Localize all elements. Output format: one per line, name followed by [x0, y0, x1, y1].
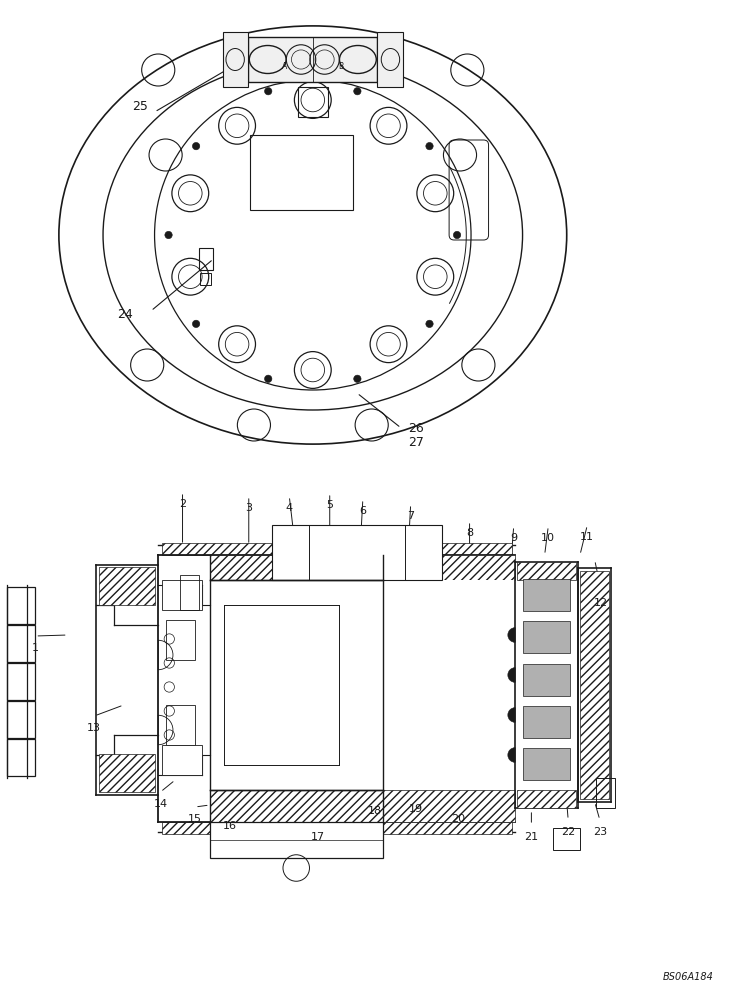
Text: 9: 9 [510, 533, 517, 543]
Text: 17: 17 [311, 832, 325, 842]
Wedge shape [508, 748, 515, 762]
Bar [210, 790, 383, 822]
Wedge shape [508, 628, 515, 642]
Bar [523, 748, 570, 780]
Bar [224, 605, 339, 765]
Bar [7, 663, 35, 700]
Bar [210, 822, 383, 858]
Bar [180, 575, 199, 610]
Text: 25: 25 [132, 101, 148, 113]
Text: 8: 8 [466, 528, 473, 538]
Text: 13: 13 [87, 723, 102, 733]
Text: BS06A184: BS06A184 [663, 972, 714, 982]
Bar [298, 87, 328, 117]
Bar [523, 621, 570, 653]
Bar [523, 706, 570, 738]
Bar [210, 555, 383, 580]
Bar [580, 571, 609, 799]
Bar [7, 739, 35, 776]
Bar [166, 705, 195, 745]
Circle shape [192, 142, 199, 150]
Bar [383, 555, 515, 580]
Bar [383, 580, 515, 790]
Bar [553, 828, 580, 850]
Text: 19: 19 [408, 804, 423, 814]
Bar [210, 580, 383, 790]
Bar [517, 562, 576, 580]
Text: 24: 24 [117, 308, 133, 322]
Circle shape [165, 231, 172, 239]
Wedge shape [508, 708, 515, 722]
Text: 7: 7 [407, 511, 414, 521]
Text: 11: 11 [580, 532, 595, 542]
Text: 21: 21 [524, 832, 539, 842]
Text: 12: 12 [594, 598, 609, 608]
Text: 23: 23 [592, 827, 607, 837]
Bar [162, 745, 202, 775]
Text: A: A [282, 62, 287, 71]
Bar [162, 543, 512, 555]
Bar [250, 135, 353, 210]
Bar [200, 273, 211, 285]
Circle shape [354, 375, 361, 382]
Bar [162, 822, 512, 834]
Circle shape [426, 320, 434, 328]
Text: 3: 3 [245, 503, 252, 513]
Text: 22: 22 [561, 827, 576, 837]
Text: 20: 20 [451, 814, 466, 824]
Circle shape [264, 375, 272, 382]
Bar [99, 754, 155, 792]
Text: 5: 5 [326, 500, 333, 510]
Bar [383, 790, 515, 822]
Wedge shape [508, 668, 515, 682]
Circle shape [426, 142, 434, 150]
Text: 6: 6 [359, 506, 367, 516]
Bar [7, 625, 35, 662]
Bar [272, 525, 442, 580]
Circle shape [354, 88, 361, 95]
Bar [596, 778, 615, 808]
Text: 26: 26 [408, 422, 424, 434]
Text: B: B [339, 62, 344, 71]
Text: 14: 14 [153, 799, 168, 809]
Text: 2: 2 [179, 499, 186, 509]
Bar [248, 37, 377, 82]
Text: 10: 10 [541, 533, 556, 543]
Bar [99, 567, 155, 605]
Text: 27: 27 [408, 436, 424, 450]
Bar [166, 620, 195, 660]
Text: 16: 16 [222, 821, 237, 831]
Bar [162, 580, 202, 610]
Circle shape [453, 231, 461, 239]
Circle shape [192, 320, 199, 328]
Bar [7, 701, 35, 738]
Text: 18: 18 [368, 806, 383, 816]
Bar [377, 32, 403, 87]
Text: 15: 15 [188, 814, 202, 824]
Text: 1: 1 [32, 643, 39, 653]
Bar [7, 587, 35, 624]
Bar [222, 32, 248, 87]
Bar [199, 248, 213, 270]
Text: 4: 4 [286, 503, 293, 513]
Bar [517, 790, 576, 808]
Bar [523, 664, 570, 696]
Bar [523, 579, 570, 611]
Circle shape [264, 88, 272, 95]
